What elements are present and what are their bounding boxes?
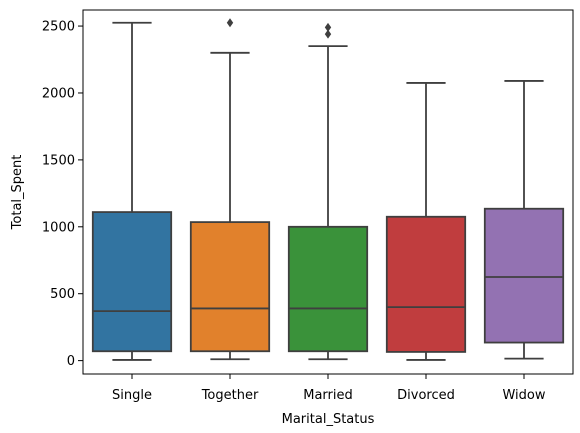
- y-axis-label: Total_Spent: [10, 155, 25, 231]
- box-group-single: [91, 21, 173, 361]
- box: [91, 211, 173, 353]
- y-tick-label: 1000: [42, 220, 75, 235]
- box-group-together: [189, 18, 271, 361]
- x-tick-label: Single: [112, 388, 152, 403]
- box-group-divorced: [385, 82, 467, 361]
- y-tick-label: 500: [50, 287, 75, 302]
- x-axis-label: Marital_Status: [282, 412, 375, 427]
- y-tick-label: 2000: [42, 86, 75, 101]
- box: [385, 215, 467, 353]
- x-ticks: Single Together Married Divorced Widow: [112, 374, 546, 403]
- y-tick-label: 1500: [42, 153, 75, 168]
- boxes-layer: [91, 18, 565, 361]
- box: [483, 207, 565, 344]
- y-tick-label: 2500: [42, 20, 75, 35]
- x-tick-label: Together: [201, 388, 259, 403]
- x-tick-label: Widow: [502, 388, 545, 403]
- x-tick-label: Married: [303, 388, 353, 403]
- y-tick-label: 0: [67, 354, 75, 369]
- outlier-point: [324, 29, 332, 39]
- box: [189, 221, 271, 353]
- box: [287, 225, 369, 353]
- box-group-married: [287, 22, 369, 361]
- y-ticks: 0 500 1000 1500 2000 2500: [42, 20, 83, 369]
- outlier-point: [324, 22, 332, 32]
- outlier-point: [226, 18, 234, 28]
- x-tick-label: Divorced: [397, 388, 455, 403]
- box-group-widow: [483, 80, 565, 360]
